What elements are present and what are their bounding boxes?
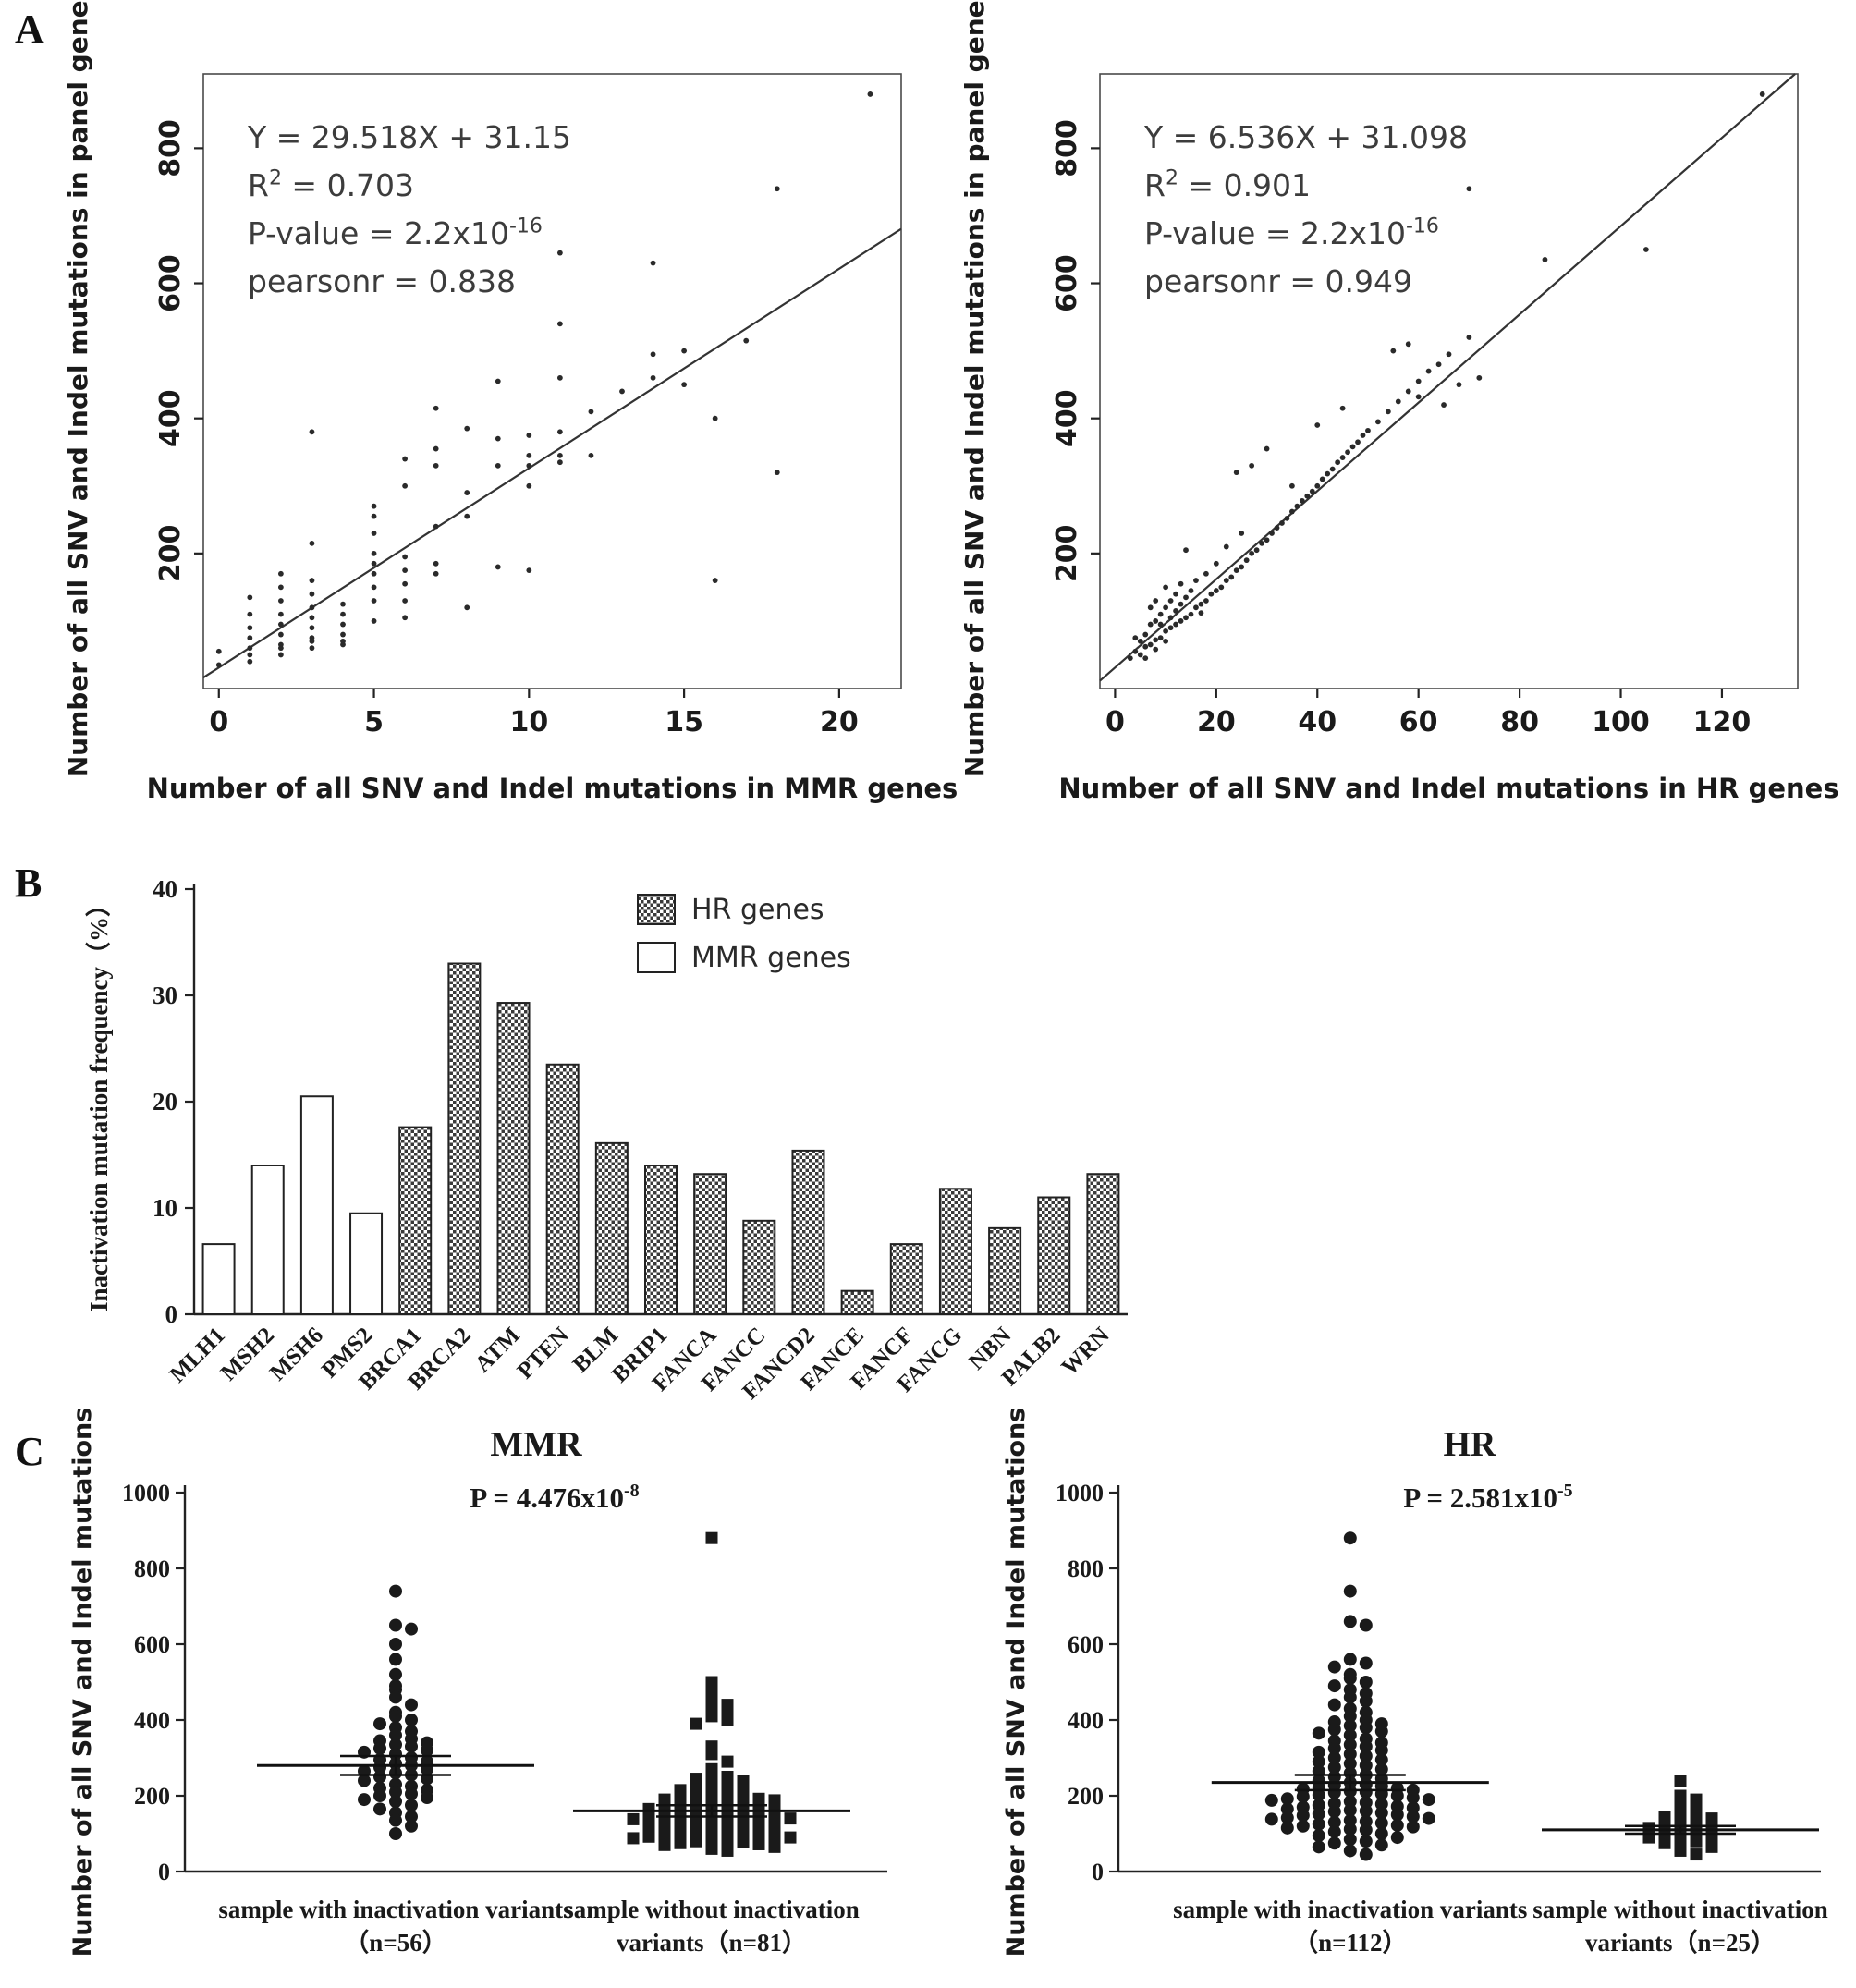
svg-text:pearsonr = 0.949: pearsonr = 0.949 <box>1144 263 1412 299</box>
svg-text:variants（n=81）: variants（n=81） <box>617 1929 807 1957</box>
svg-text:1000: 1000 <box>122 1480 170 1506</box>
svg-text:pearsonr = 0.838: pearsonr = 0.838 <box>248 263 516 299</box>
svg-text:200: 200 <box>1051 525 1083 583</box>
svg-text:600: 600 <box>134 1631 170 1658</box>
svg-text:100: 100 <box>1592 706 1650 738</box>
svg-text:800: 800 <box>1051 119 1083 177</box>
scatter-plot-mmr-vs-panel: 0 5 10 15 20 200 400 600 800 Number of all SNV an… <box>63 0 958 804</box>
svg-text:30: 30 <box>153 982 177 1009</box>
svg-text:Y = 29.518X + 31.15: Y = 29.518X + 31.15 <box>247 119 571 155</box>
svg-text:（n=56）: （n=56） <box>344 1929 446 1957</box>
svg-text:400: 400 <box>154 389 187 447</box>
svg-text:800: 800 <box>154 119 187 177</box>
svg-text:20: 20 <box>820 706 859 738</box>
svg-text:80: 80 <box>1500 706 1539 738</box>
svg-text:MSH2: MSH2 <box>216 1323 279 1385</box>
svg-text:R2 = 0.703: R2 = 0.703 <box>248 166 414 203</box>
svg-text:40: 40 <box>1298 706 1337 738</box>
svg-text:Number of all SNV and Indel mu: Number of all SNV and Indel mutations in… <box>959 0 990 777</box>
svg-text:Y = 6.536X + 31.098: Y = 6.536X + 31.098 <box>1143 119 1468 155</box>
svg-text:Number of all SNV and Indel mu: Number of all SNV and Indel mutations <box>1002 1408 1031 1958</box>
svg-text:20: 20 <box>1197 706 1236 738</box>
svg-text:HR: HR <box>1444 1425 1497 1464</box>
svg-text:Inactivation mutation frequenc: Inactivation mutation frequency（%） <box>85 892 113 1311</box>
svg-text:400: 400 <box>1051 389 1083 447</box>
svg-text:20: 20 <box>153 1088 177 1116</box>
svg-text:P = 2.581x10-5: P = 2.581x10-5 <box>1403 1481 1572 1514</box>
svg-text:WRN: WRN <box>1056 1323 1114 1380</box>
panel-a-label: A <box>15 6 44 52</box>
svg-text:variants（n=25）: variants（n=25） <box>1585 1929 1776 1957</box>
svg-text:PTEN: PTEN <box>513 1323 574 1384</box>
svg-text:MLH1: MLH1 <box>165 1323 230 1387</box>
svg-text:MSH6: MSH6 <box>265 1323 328 1385</box>
svg-text:0: 0 <box>1105 706 1125 738</box>
svg-text:（n=112）: （n=112） <box>1293 1929 1407 1957</box>
svg-text:MMR: MMR <box>490 1425 582 1464</box>
bar-chart-inactivation-frequency: 0 10 20 30 40 Inactivation mutation frequency… <box>85 875 1128 1405</box>
svg-text:200: 200 <box>134 1783 170 1810</box>
scatter-plot-hr-vs-panel: 0 20 40 60 80 100 120 200 400 600 800 Number of all… <box>959 0 1839 804</box>
panel-c-label: C <box>15 1429 44 1474</box>
svg-text:Number of all SNV and Indel mu: Number of all SNV and Indel mutations in… <box>63 0 93 777</box>
svg-text:P = 4.476x10-8: P = 4.476x10-8 <box>470 1481 639 1514</box>
strip-plot-mmr: 0 200 400 600 800 1000 Number of all SNV and I… <box>68 1408 887 1957</box>
svg-text:0: 0 <box>158 1859 170 1885</box>
svg-text:Number of all SNV and Indel mu: Number of all SNV and Indel mutations <box>68 1408 97 1958</box>
svg-text:HR genes: HR genes <box>691 894 824 926</box>
svg-text:800: 800 <box>1068 1555 1104 1582</box>
svg-text:400: 400 <box>134 1707 170 1734</box>
svg-text:MMR genes: MMR genes <box>691 942 851 974</box>
svg-text:Number of all SNV and Indel mu: Number of all SNV and Indel mutations in… <box>1058 773 1838 804</box>
svg-text:120: 120 <box>1693 706 1752 738</box>
svg-text:600: 600 <box>1051 254 1083 312</box>
svg-text:sample without inactivation: sample without inactivation <box>1532 1896 1828 1923</box>
svg-text:R2 = 0.901: R2 = 0.901 <box>1144 166 1311 203</box>
svg-text:40: 40 <box>153 875 177 903</box>
svg-text:5: 5 <box>364 706 384 738</box>
svg-text:1000: 1000 <box>1056 1480 1104 1506</box>
svg-text:0: 0 <box>209 706 228 738</box>
svg-text:200: 200 <box>1068 1783 1104 1810</box>
svg-text:0: 0 <box>165 1300 178 1328</box>
svg-text:60: 60 <box>1399 706 1438 738</box>
svg-text:400: 400 <box>1068 1707 1104 1734</box>
svg-text:15: 15 <box>665 706 703 738</box>
svg-text:600: 600 <box>1068 1631 1104 1658</box>
panel-b-label: B <box>15 860 43 906</box>
svg-text:600: 600 <box>154 254 187 312</box>
svg-text:10: 10 <box>509 706 548 738</box>
svg-text:P-value = 2.2x10-16: P-value = 2.2x10-16 <box>1144 214 1439 251</box>
svg-text:Number of all SNV and Indel mu: Number of all SNV and Indel mutations in… <box>147 773 959 804</box>
svg-text:sample with inactivation varia: sample with inactivation variants <box>1173 1896 1527 1923</box>
svg-text:200: 200 <box>154 525 187 583</box>
strip-plot-hr: 0 200 400 600 800 1000 Number of all SNV and I… <box>1002 1408 1828 1958</box>
svg-text:P-value = 2.2x10-16: P-value = 2.2x10-16 <box>248 214 543 251</box>
svg-text:sample with inactivation varia: sample with inactivation variants <box>218 1896 572 1923</box>
svg-text:sample without inactivation: sample without inactivation <box>564 1896 860 1923</box>
svg-text:0: 0 <box>1092 1859 1104 1885</box>
svg-text:10: 10 <box>153 1194 177 1222</box>
svg-text:800: 800 <box>134 1555 170 1582</box>
